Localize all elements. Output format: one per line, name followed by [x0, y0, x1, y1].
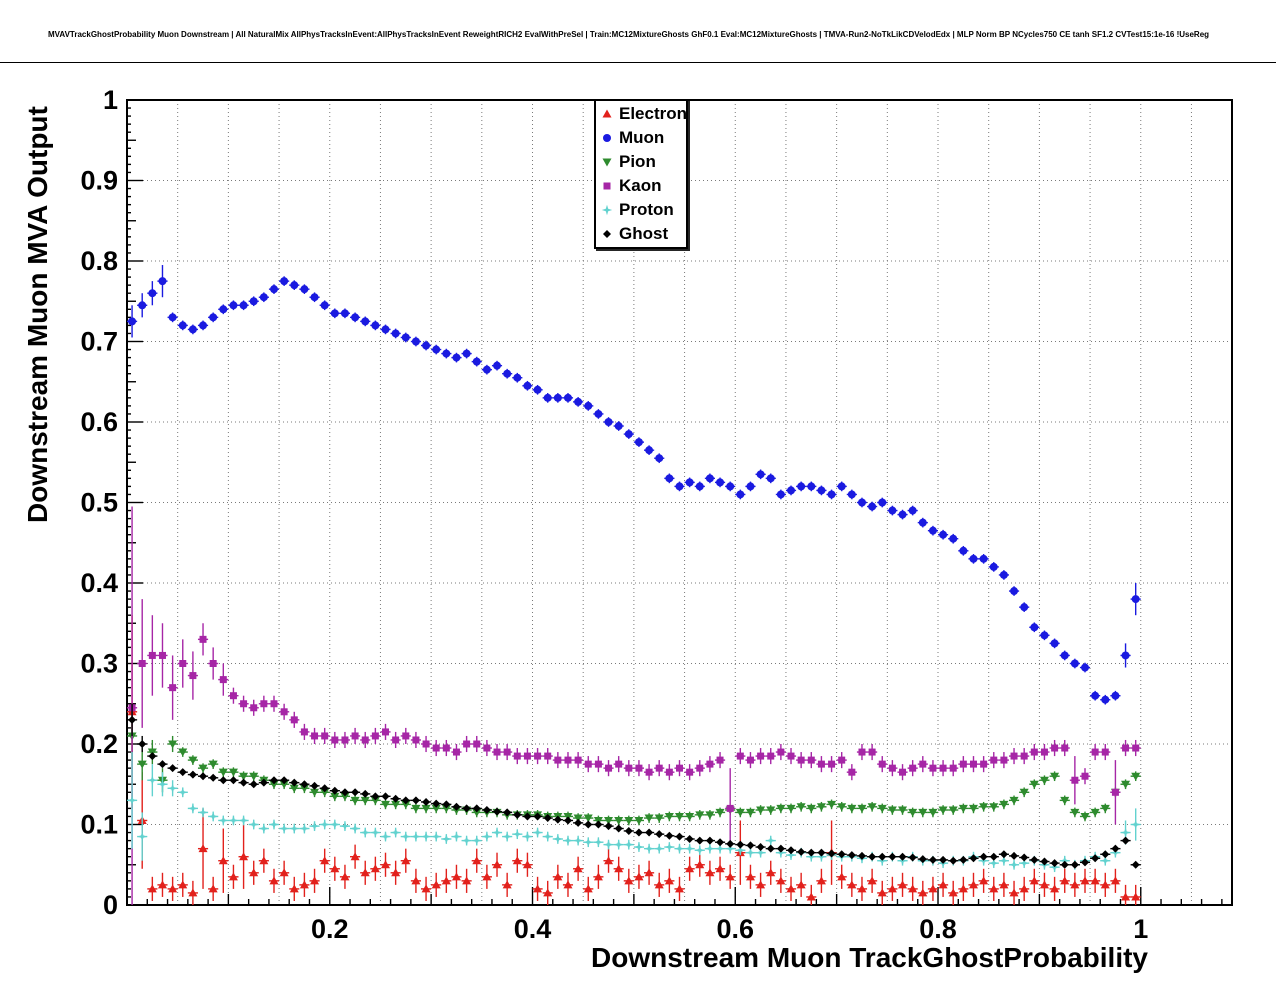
- legend-entry-electron: Electron: [596, 102, 688, 126]
- kaon-marker-icon: [603, 182, 611, 190]
- svg-text:1: 1: [1133, 914, 1148, 944]
- svg-text:0.6: 0.6: [80, 407, 118, 437]
- electron-marker-icon: [602, 109, 612, 118]
- legend: Electron Muon Pion Kaon Proton Ghost: [594, 99, 688, 249]
- legend-label: Pion: [619, 152, 656, 171]
- series-ghost: [127, 703, 1141, 869]
- series-kaon: [127, 506, 1141, 905]
- svg-text:0.1: 0.1: [80, 810, 118, 840]
- y-axis-label: Downstream Muon MVA Output: [22, 106, 53, 523]
- series-muon: [127, 265, 1141, 705]
- svg-text:0.3: 0.3: [80, 649, 118, 679]
- pion-marker-icon: [602, 158, 612, 167]
- canvas-divider: [0, 62, 1276, 63]
- series-pion: [127, 711, 1141, 826]
- y-tick-labels: 0 0.1 0.2 0.3 0.4 0.5 0.6 0.7 0.8 0.9 1: [80, 85, 118, 920]
- svg-text:0.2: 0.2: [80, 729, 118, 759]
- series-electron: [127, 615, 1141, 905]
- svg-text:0.9: 0.9: [80, 166, 118, 196]
- chart-title: MVAVTrackGhostProbability Muon Downstrea…: [48, 30, 1210, 39]
- ghost-marker-icon: [603, 230, 611, 238]
- svg-text:0.6: 0.6: [716, 914, 754, 944]
- legend-label: Electron: [619, 104, 688, 123]
- muon-marker-icon: [603, 134, 611, 142]
- svg-text:0: 0: [103, 890, 118, 920]
- svg-text:0.4: 0.4: [80, 568, 118, 598]
- legend-label: Proton: [619, 200, 674, 219]
- legend-entry-pion: Pion: [596, 150, 686, 174]
- legend-entry-proton: Proton: [596, 198, 686, 222]
- svg-text:0.2: 0.2: [311, 914, 349, 944]
- legend-entry-kaon: Kaon: [596, 174, 686, 198]
- legend-entry-muon: Muon: [596, 126, 686, 150]
- legend-entry-ghost: Ghost: [596, 222, 686, 246]
- svg-text:0.8: 0.8: [919, 914, 957, 944]
- x-axis-label: Downstream Muon TrackGhostProbability: [591, 942, 1148, 973]
- svg-text:0.4: 0.4: [514, 914, 552, 944]
- legend-label: Ghost: [619, 224, 669, 243]
- legend-label: Kaon: [619, 176, 662, 195]
- proton-marker-icon: [601, 204, 613, 216]
- svg-text:0.5: 0.5: [80, 488, 118, 518]
- svg-text:0.8: 0.8: [80, 246, 118, 276]
- x-tick-labels: 0.2 0.4 0.6 0.8 1: [311, 914, 1148, 944]
- svg-text:1: 1: [103, 85, 118, 115]
- svg-text:0.7: 0.7: [80, 327, 118, 357]
- legend-label: Muon: [619, 128, 665, 147]
- grid-lines: [127, 100, 1232, 905]
